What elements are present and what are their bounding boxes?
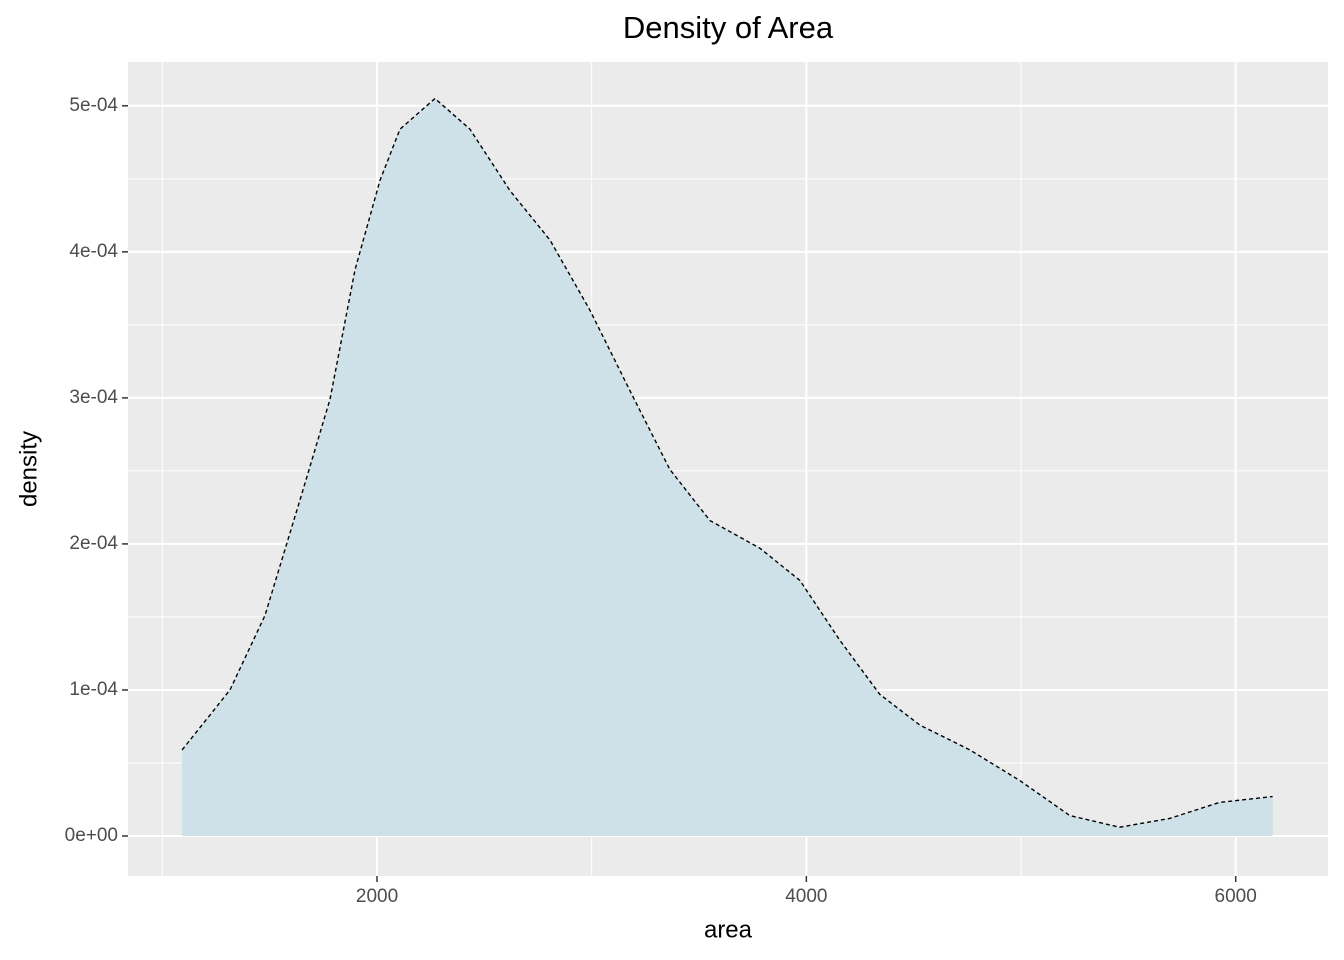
x-tick-label: 4000: [785, 886, 827, 907]
y-tick-label: 2e-04: [69, 533, 118, 554]
y-tick-label: 5e-04: [69, 95, 118, 116]
y-tick-label: 3e-04: [69, 387, 118, 408]
density-area: [182, 98, 1273, 836]
y-tick-label: 4e-04: [69, 241, 118, 262]
x-axis-title: area: [704, 916, 753, 943]
chart-title: Density of Area: [623, 10, 834, 45]
density-line: [181, 97, 1273, 828]
y-axis-title: density: [15, 431, 42, 507]
y-tick-label: 0e+00: [65, 825, 118, 846]
y-tick-label: 1e-04: [69, 679, 118, 700]
x-tick-label: 2000: [356, 886, 398, 907]
x-tick-label: 6000: [1215, 886, 1257, 907]
